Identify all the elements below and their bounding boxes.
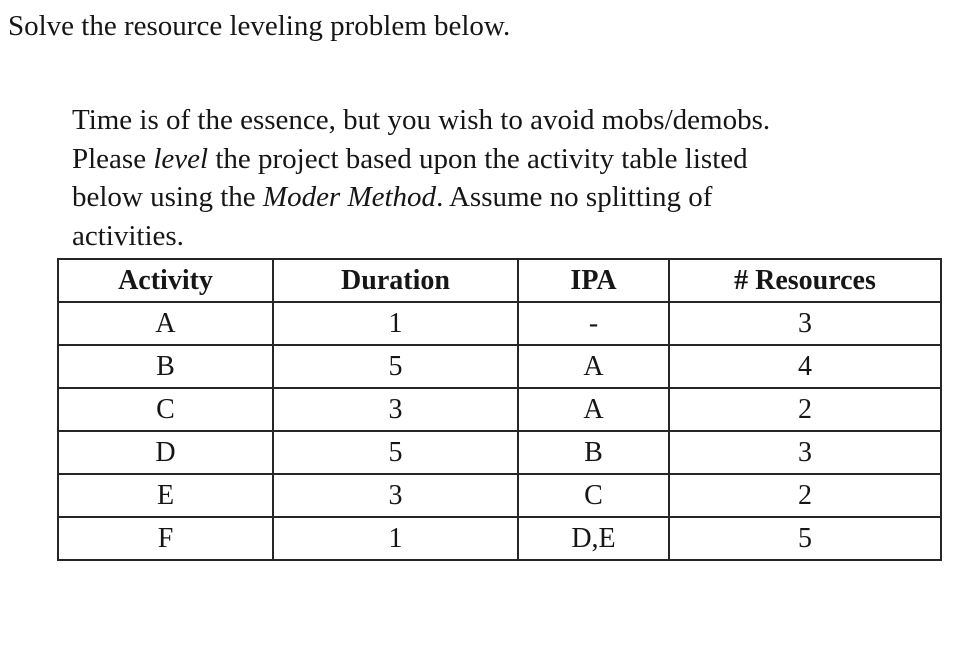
statement-line: Time is of the essence, but you wish to … [72, 101, 952, 140]
cell-duration: 1 [272, 516, 519, 561]
column-header-ipa: IPA [517, 258, 670, 303]
table-row: C 3 A 2 [57, 387, 942, 432]
table-row: A 1 - 3 [57, 301, 942, 346]
statement-italic-segment: Moder Method [262, 181, 437, 213]
cell-activity: D [57, 430, 274, 475]
statement-text-segment: . Assume no splitting of [436, 181, 713, 213]
column-header-resources: # Resources [668, 258, 942, 303]
cell-activity: A [57, 301, 274, 346]
cell-activity: F [57, 516, 274, 561]
cell-resources: 3 [668, 301, 942, 346]
column-header-activity: Activity [57, 258, 274, 303]
activity-table: Activity Duration IPA # Resources A 1 - … [57, 258, 942, 561]
cell-ipa: D,E [517, 516, 670, 561]
statement-text-segment: Please [72, 142, 154, 175]
cell-resources: 5 [668, 516, 942, 561]
cell-resources: 3 [668, 430, 942, 475]
cell-ipa: - [517, 301, 670, 346]
cell-ipa: B [517, 430, 670, 475]
cell-duration: 5 [272, 430, 519, 475]
cell-ipa: C [517, 473, 670, 518]
statement-italic-segment: level [153, 142, 209, 175]
cell-resources: 4 [668, 344, 942, 389]
cell-resources: 2 [668, 473, 942, 518]
cell-activity: C [57, 387, 274, 432]
table-row: D 5 B 3 [57, 430, 942, 475]
cell-duration: 5 [272, 344, 519, 389]
problem-statement: Time is of the essence, but you wish to … [72, 101, 952, 255]
statement-text-segment: activities. [72, 219, 184, 252]
cell-activity: B [57, 344, 274, 389]
problem-title: Solve the resource leveling problem belo… [8, 10, 511, 42]
statement-text-segment: below using the [72, 181, 263, 213]
cell-duration: 3 [272, 473, 519, 518]
cell-activity: E [57, 473, 274, 518]
statement-line: below using the Moder Method. Assume no … [72, 178, 952, 217]
statement-text-segment: the project based upon the activity tabl… [208, 142, 748, 175]
cell-duration: 3 [272, 387, 519, 432]
table-header-row: Activity Duration IPA # Resources [57, 258, 942, 303]
cell-resources: 2 [668, 387, 942, 432]
statement-line: activities. [72, 217, 952, 256]
statement-text-segment: Time is of the essence, but you wish to … [72, 104, 771, 136]
statement-line: Please level the project based upon the … [72, 140, 952, 179]
cell-ipa: A [517, 387, 670, 432]
cell-duration: 1 [272, 301, 519, 346]
column-header-duration: Duration [272, 258, 519, 303]
table-row: E 3 C 2 [57, 473, 942, 518]
cell-ipa: A [517, 344, 670, 389]
table-row: B 5 A 4 [57, 344, 942, 389]
table-row: F 1 D,E 5 [57, 516, 942, 561]
